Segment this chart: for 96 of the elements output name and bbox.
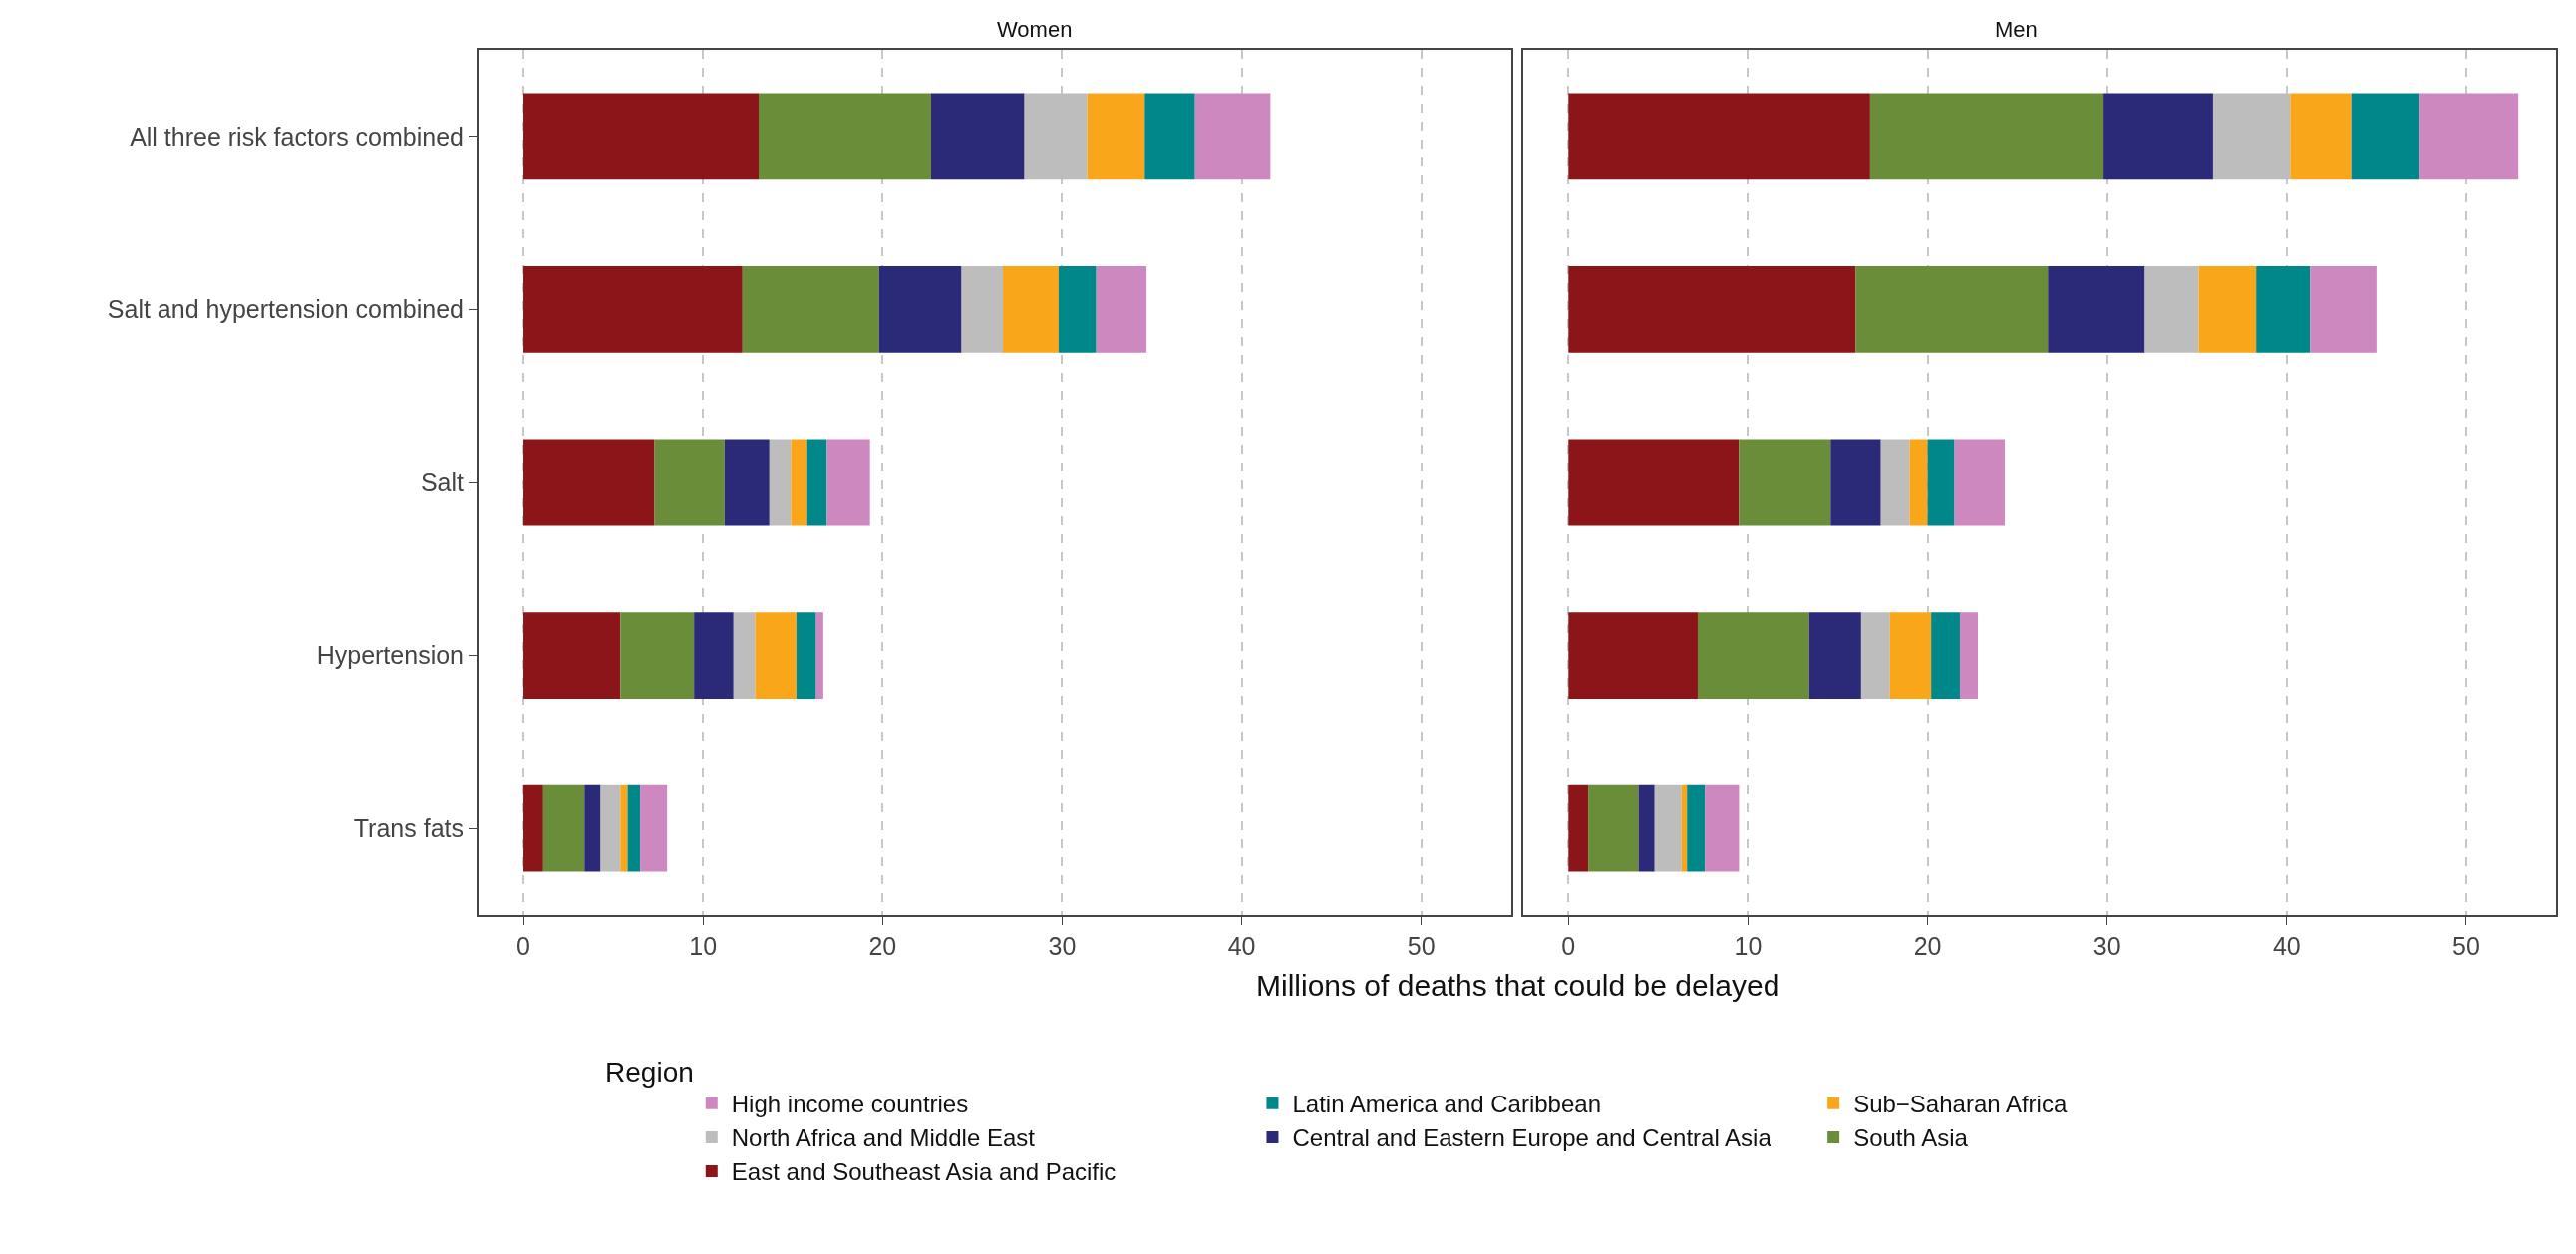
legend-label: Central and Eastern Europe and Central Asia (1292, 1124, 1772, 1152)
bar (2310, 266, 2377, 353)
bar (620, 612, 695, 699)
bar (2198, 266, 2257, 353)
bar (961, 266, 1003, 353)
x-tick-label: 40 (1227, 932, 1256, 960)
bar (1568, 439, 1740, 526)
bar (523, 93, 759, 180)
y-tick-label: Salt and hypertension combined (107, 295, 464, 324)
x-tick-label: 10 (689, 932, 718, 960)
bar (1144, 93, 1195, 180)
y-tick-label: All three risk factors combined (130, 122, 464, 151)
legend-label: North Africa and Middle East (731, 1124, 1036, 1152)
bar (694, 612, 734, 699)
x-axis-title: Millions of deaths that could be delayed (1256, 969, 1780, 1002)
bar (791, 439, 807, 526)
bar (2256, 266, 2311, 353)
bar (1927, 439, 1955, 526)
bar (769, 439, 792, 526)
bar (1889, 612, 1932, 699)
bar (1860, 612, 1890, 699)
bar (742, 266, 879, 353)
bar (523, 612, 621, 699)
bar (1697, 612, 1809, 699)
bar (1687, 784, 1706, 872)
legend-label: Latin America and Caribbean (1292, 1091, 1601, 1118)
bar (724, 439, 770, 526)
chart-title: Men (1995, 17, 2038, 42)
x-tick-label: 30 (2093, 932, 2121, 960)
bar (1588, 784, 1639, 872)
bar (523, 784, 543, 872)
legend-title: Region (605, 1056, 694, 1088)
bar (2351, 93, 2420, 180)
bar (930, 93, 1025, 180)
bar (523, 266, 743, 353)
bar (2048, 266, 2145, 353)
bar (796, 612, 816, 699)
bar (1909, 439, 1928, 526)
bar (1002, 266, 1059, 353)
bar (755, 612, 797, 699)
bar (1568, 612, 1698, 699)
bar (1830, 439, 1881, 526)
bar (1705, 784, 1740, 872)
x-tick-label: 20 (868, 932, 897, 960)
x-tick-label: 20 (1913, 932, 1942, 960)
bar (1568, 784, 1589, 872)
bar (1568, 93, 1870, 180)
y-tick-label: Hypertension (316, 641, 464, 670)
legend-label: South Asia (1853, 1124, 1969, 1152)
bar (815, 612, 823, 699)
bar (542, 784, 585, 872)
x-tick-label: 10 (1734, 932, 1763, 960)
bar (1954, 439, 2005, 526)
bar (2419, 93, 2519, 180)
chart-title: Women (997, 17, 1073, 42)
bar (1681, 784, 1688, 872)
bar (2290, 93, 2352, 180)
bar (600, 784, 621, 872)
x-tick-label: 30 (1048, 932, 1077, 960)
x-tick-label: 50 (1407, 932, 1436, 960)
bar (1869, 93, 2104, 180)
bar (1096, 266, 1147, 353)
bar (1058, 266, 1097, 353)
bar (878, 266, 962, 353)
bar (1194, 93, 1271, 180)
bar (584, 784, 601, 872)
legend-label: East and Southeast Asia and Pacific (731, 1158, 1117, 1186)
bar (733, 612, 756, 699)
x-tick-label: 0 (1561, 932, 1576, 960)
bar (1855, 266, 2049, 353)
x-tick-label: 0 (516, 932, 530, 960)
bar (1931, 612, 1960, 699)
bar (2144, 266, 2199, 353)
legend-label: High income countries (731, 1091, 969, 1118)
bar (826, 439, 870, 526)
bar (1739, 439, 1831, 526)
bar (523, 439, 655, 526)
bar (806, 439, 827, 526)
bar (1808, 612, 1861, 699)
x-tick-label: 50 (2452, 932, 2480, 960)
bar (640, 784, 668, 872)
bar (1087, 93, 1145, 180)
x-tick-label: 40 (2272, 932, 2301, 960)
y-tick-label: Trans fats (353, 813, 464, 842)
bar (1880, 439, 1910, 526)
bar (627, 784, 641, 872)
bar (1638, 784, 1655, 872)
bar (2103, 93, 2213, 180)
y-tick-label: Salt (420, 468, 465, 496)
bar (1568, 266, 1856, 353)
bar (654, 439, 725, 526)
bar (620, 784, 628, 872)
bar (1654, 784, 1682, 872)
bar (759, 93, 931, 180)
legend-label: Sub−Saharan Africa (1853, 1091, 2068, 1118)
bar (1959, 612, 1978, 699)
